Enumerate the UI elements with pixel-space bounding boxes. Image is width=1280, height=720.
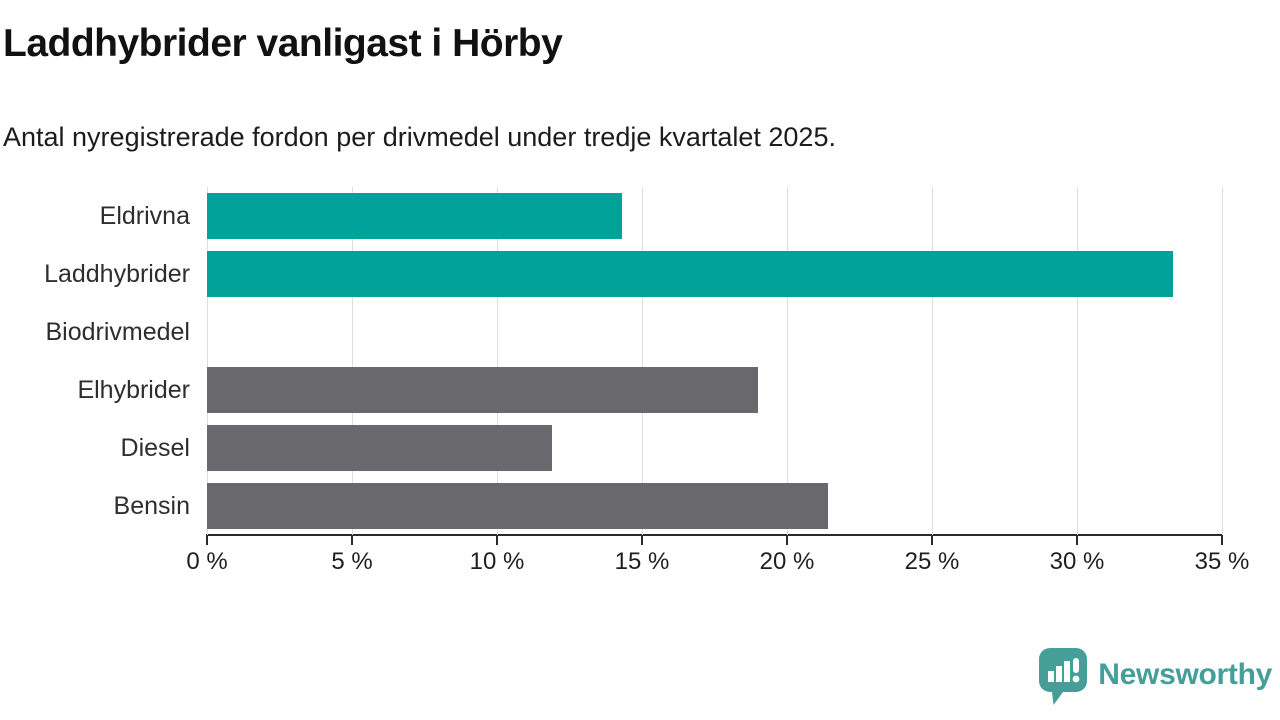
bar [207, 425, 553, 471]
x-axis-tick-label: 0 % [186, 548, 228, 575]
plot-area: 0 % 5 % 10 % 15 % 20 % 25 % 30 % 35 % [186, 187, 1249, 575]
gridline [642, 187, 643, 535]
category-label: Elhybrider [77, 375, 190, 404]
bar [207, 483, 828, 529]
bar-chart: Eldrivna Laddhybrider Biodrivmedel Elhybrid… [0, 187, 1249, 587]
x-axis-tick-label: 25 % [904, 548, 960, 575]
x-axis-tick-label: 10 % [469, 548, 525, 575]
x-axis-tick [641, 536, 643, 545]
category-labels: Eldrivna Laddhybrider Biodrivmedel Elhybrid… [0, 187, 190, 535]
x-axis-tick [931, 536, 933, 545]
x-axis-tick-label: 30 % [1049, 548, 1105, 575]
gridline [787, 187, 788, 535]
gridline [1222, 187, 1223, 535]
gridline [207, 187, 208, 535]
category-label: Laddhybrider [44, 259, 190, 288]
x-axis-line [206, 534, 1223, 536]
x-axis-tick-label: 15 % [614, 548, 670, 575]
category-label: Biodrivmedel [45, 317, 190, 346]
x-axis-tick [786, 536, 788, 545]
x-axis-tick-label: 20 % [759, 548, 815, 575]
newsworthy-wordmark: Newsworthy [1098, 658, 1272, 691]
x-axis-tick-label: 5 % [331, 548, 373, 575]
gridline [497, 187, 498, 535]
gridline [352, 187, 353, 535]
x-axis-tick [206, 536, 208, 545]
x-axis-tick [351, 536, 353, 545]
x-axis-tick-label: 35 % [1194, 548, 1250, 575]
bar [207, 251, 1173, 297]
newsworthy-icon [1039, 648, 1088, 705]
gridline [1077, 187, 1078, 535]
bar [207, 367, 758, 413]
category-label: Eldrivna [99, 201, 190, 230]
gridline [932, 187, 933, 535]
category-label: Diesel [120, 433, 190, 462]
x-axis-tick [1076, 536, 1078, 545]
page-title: Laddhybrider vanligast i Hörby [3, 22, 563, 65]
category-label: Bensin [113, 491, 190, 520]
newsworthy-logo: Newsworthy [1039, 648, 1272, 705]
bar [207, 193, 622, 239]
x-axis-tick [1221, 536, 1223, 545]
x-axis-tick [496, 536, 498, 545]
page-subtitle: Antal nyregistrerade fordon per drivmede… [3, 122, 836, 152]
